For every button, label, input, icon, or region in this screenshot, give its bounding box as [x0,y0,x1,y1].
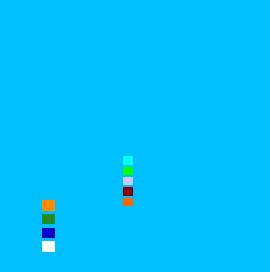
Polygon shape [0,0,270,272]
